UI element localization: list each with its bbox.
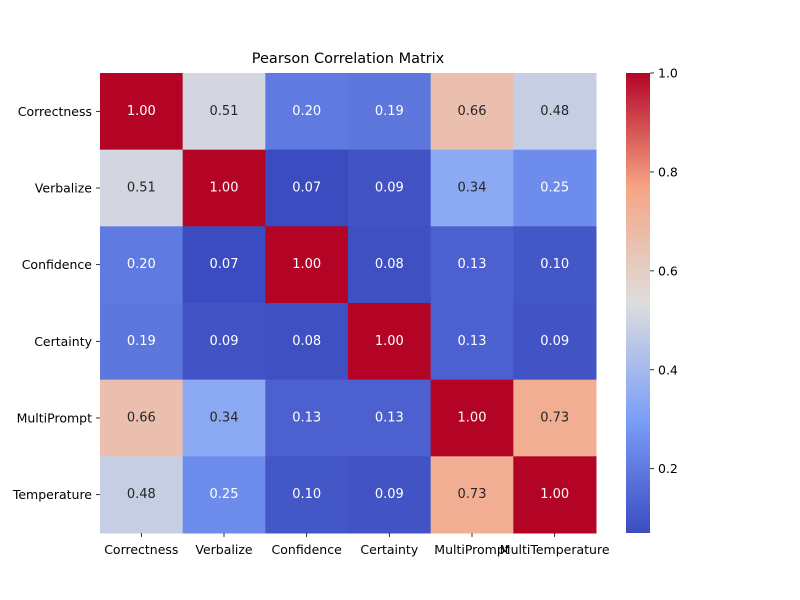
heatmap-cell [513,149,597,227]
cell-value-label: 0.07 [210,257,239,272]
heatmap-cell [430,226,514,304]
colorbar-ticks: 0.2 0.4 0.6 0.8 1.0 [650,66,678,476]
cell-value-label: 0.48 [540,104,569,119]
x-tick-label: MultiPrompt [434,542,509,557]
cell-value-label: 0.51 [210,104,239,119]
heatmap-cell [430,149,514,227]
colorbar-gradient [626,73,650,533]
heatmap-cell [430,73,514,151]
cell-value-label: 0.34 [458,181,487,196]
heatmap-cell [348,73,432,151]
x-tick-label: MultiTemperature [500,542,610,557]
cell-value-label: 0.51 [127,181,156,196]
heatmap-cell [265,149,349,227]
cell-value-label: 0.13 [375,411,404,426]
cell-value-label: 0.25 [540,181,569,196]
heatmap-cell [513,226,597,304]
cell-value-label: 0.48 [127,487,156,502]
heatmap-cell [182,149,266,227]
heatmap-cell [430,379,514,457]
cell-value-label: 1.00 [540,487,569,502]
heatmap-cell [265,379,349,457]
chart-title: Pearson Correlation Matrix [252,51,445,67]
heatmap-cell [182,456,266,534]
x-tick-label: Verbalize [195,542,253,557]
cell-value-label: 0.09 [210,334,239,349]
heatmap-cell [513,379,597,457]
colorbar-tick-label: 0.4 [658,362,678,377]
y-tick-label: Correctness [18,104,92,119]
heatmap-cell [265,226,349,304]
heatmap-cell [100,303,184,381]
heatmap-cell [182,73,266,151]
cell-value-label: 0.09 [540,334,569,349]
heatmap-cell [100,379,184,457]
heatmap-cell [182,379,266,457]
heatmap-cell [265,73,349,151]
heatmap-cell [100,456,184,534]
cell-value-label: 0.07 [292,181,321,196]
heatmap-cell [265,303,349,381]
heatmap-cell [348,226,432,304]
y-tick-label: Confidence [22,257,93,272]
colorbar-tick-label: 0.8 [658,164,678,179]
cell-value-label: 0.66 [127,411,156,426]
heatmap-cell [430,456,514,534]
heatmap-cells: 1.00 0.51 0.20 0.19 0.66 0.48 0.51 1.00 0.07 0.09… [100,73,597,534]
cell-value-label: 0.09 [375,487,404,502]
heatmap-cell [100,73,184,151]
x-tick-label: Correctness [104,542,178,557]
y-tick-label: MultiPrompt [17,411,92,426]
cell-value-label: 0.20 [127,257,156,272]
colorbar-tick-label: 0.6 [658,263,678,278]
heatmap-cell [265,456,349,534]
y-tick-label: Temperature [12,487,92,502]
heatmap-cell [513,73,597,151]
heatmap-cell [348,303,432,381]
colorbar: 0.2 0.4 0.6 0.8 1.0 [626,66,678,533]
cell-value-label: 0.19 [127,334,156,349]
cell-value-label: 0.08 [292,334,321,349]
cell-value-label: 0.10 [540,257,569,272]
y-axis-tick-labels: Correctness Verbalize Confidence Certainty M… [12,104,100,502]
cell-value-label: 0.25 [210,487,239,502]
cell-value-label: 1.00 [292,257,321,272]
heatmap-cell [513,303,597,381]
colorbar-tick-label: 0.2 [658,461,678,476]
heatmap-cell [513,456,597,534]
cell-value-label: 0.13 [458,257,487,272]
cell-value-label: 1.00 [375,334,404,349]
y-tick-label: Certainty [34,334,92,349]
x-axis-tick-labels: Correctness Verbalize Confidence Certainty M… [104,533,610,557]
cell-value-label: 1.00 [210,181,239,196]
heatmap-cell [182,226,266,304]
cell-value-label: 0.13 [292,411,321,426]
heatmap-cell [348,149,432,227]
heatmap-cell [348,456,432,534]
heatmap-cell [100,149,184,227]
x-tick-label: Certainty [360,542,418,557]
heatmap-cell [100,226,184,304]
heatmap-cell [182,303,266,381]
cell-value-label: 0.20 [292,104,321,119]
cell-value-label: 0.19 [375,104,404,119]
cell-value-label: 0.13 [458,334,487,349]
cell-value-label: 0.73 [458,487,487,502]
heatmap-cell [348,379,432,457]
heatmap-cell [430,303,514,381]
cell-value-label: 0.10 [292,487,321,502]
colorbar-tick-label: 1.0 [658,66,678,81]
cell-value-label: 0.34 [210,411,239,426]
cell-value-label: 0.73 [540,411,569,426]
cell-value-label: 1.00 [458,411,487,426]
cell-value-label: 0.66 [458,104,487,119]
cell-value-label: 0.08 [375,257,404,272]
cell-value-label: 1.00 [127,104,156,119]
cell-value-label: 0.09 [375,181,404,196]
x-tick-label: Confidence [272,542,343,557]
y-tick-label: Verbalize [35,181,93,196]
